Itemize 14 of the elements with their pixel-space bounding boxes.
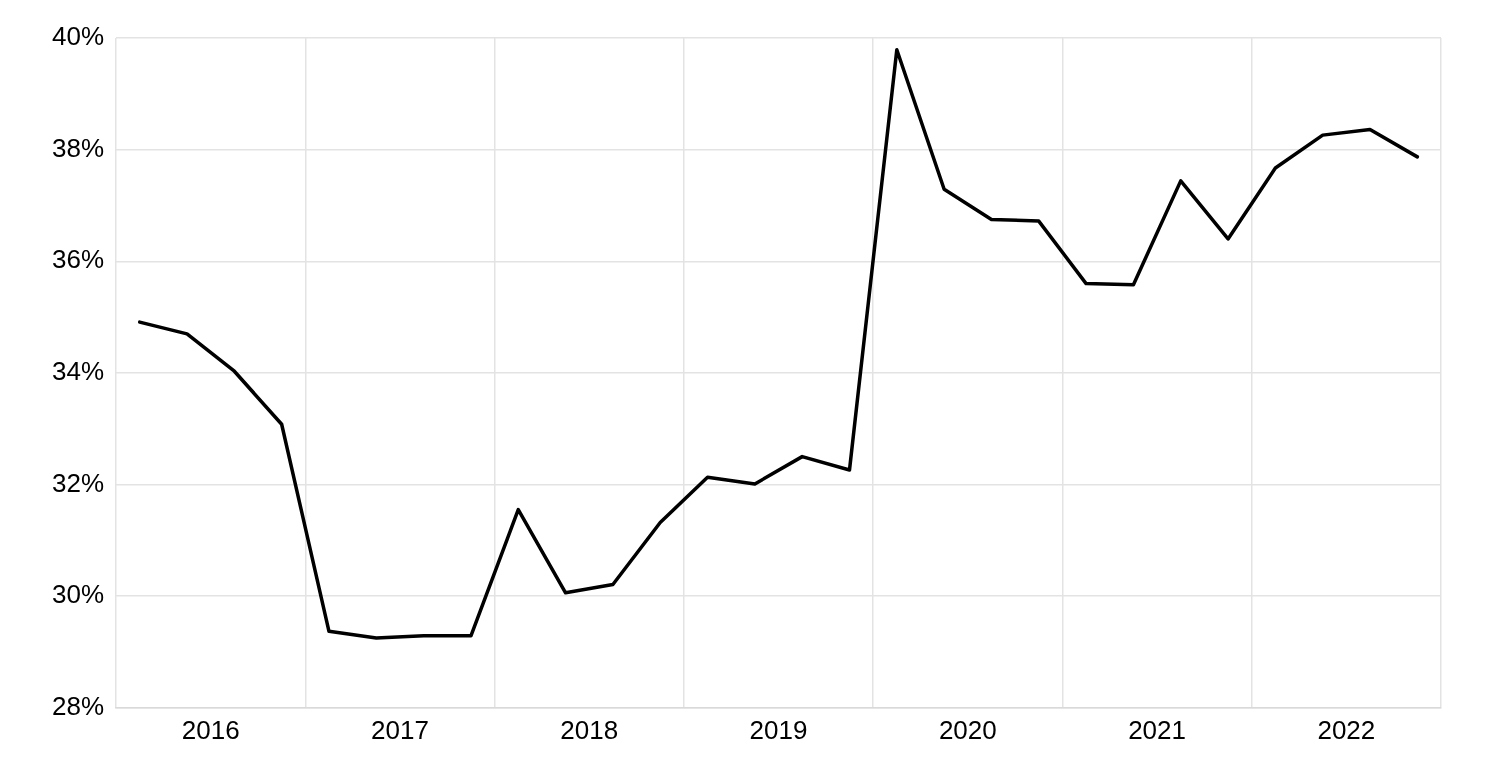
y-tick-label: 32% [51,467,105,498]
x-tick-label: 2022 [1317,714,1376,745]
y-tick-label: 40% [51,21,105,52]
x-tick-label: 2017 [371,714,429,745]
y-tick-label: 38% [51,132,105,163]
y-tick-label: 28% [51,690,105,721]
x-tick-label: 2016 [181,714,240,745]
x-tick-label: 2020 [938,714,997,745]
x-tick-label: 2019 [749,714,808,745]
y-tick-label: 30% [51,579,105,610]
y-tick-label: 36% [51,244,105,275]
x-tick-label: 2018 [560,714,619,745]
y-tick-label: 34% [51,356,105,387]
x-tick-label: 2021 [1128,714,1186,745]
